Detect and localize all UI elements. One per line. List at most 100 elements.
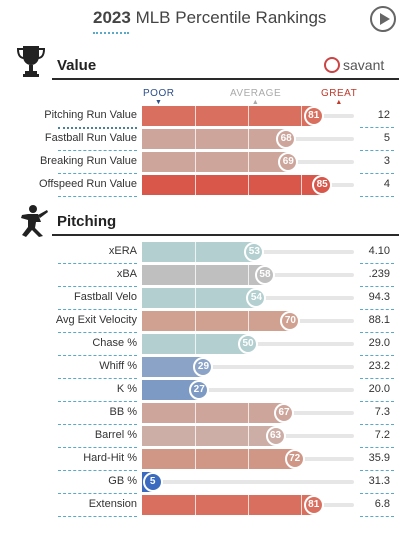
value-divider bbox=[360, 493, 394, 494]
pitching-section-header: Pitching bbox=[0, 200, 411, 240]
quartile-divider bbox=[195, 426, 196, 446]
percentile-bar bbox=[142, 449, 295, 469]
percentile-marker[interactable]: 68 bbox=[276, 129, 297, 149]
row-divider bbox=[58, 470, 137, 471]
quartile-divider bbox=[195, 106, 196, 126]
percentile-marker[interactable]: 54 bbox=[246, 288, 267, 308]
percentile-marker[interactable]: 81 bbox=[303, 495, 324, 515]
percentile-marker[interactable]: 50 bbox=[238, 334, 258, 354]
value-section-title: Value bbox=[57, 57, 97, 74]
page-title: 2023 MLB Percentile Rankings bbox=[93, 8, 326, 28]
scale-poor-label: POOR bbox=[143, 88, 175, 99]
percentile-marker[interactable]: 81 bbox=[303, 106, 324, 126]
quartile-divider bbox=[248, 129, 249, 149]
metric-value: 88.1 bbox=[368, 314, 390, 326]
row-divider bbox=[58, 355, 137, 356]
percentile-bar bbox=[142, 152, 289, 172]
metric-value: 29.0 bbox=[368, 337, 390, 349]
percentile-marker[interactable]: 5 bbox=[142, 472, 163, 492]
metric-value: 4 bbox=[383, 178, 390, 190]
quartile-divider bbox=[301, 106, 302, 126]
percentile-bar bbox=[142, 129, 287, 149]
percentile-bar bbox=[142, 403, 285, 423]
quartile-divider bbox=[248, 495, 249, 515]
percentile-marker[interactable]: 53 bbox=[244, 242, 265, 262]
row-divider bbox=[58, 286, 137, 287]
savant-brand[interactable]: savant bbox=[324, 57, 384, 73]
trophy-icon bbox=[16, 44, 46, 83]
value-divider bbox=[360, 424, 394, 425]
savant-text: savant bbox=[343, 57, 385, 73]
metric-label: Pitching Run Value bbox=[44, 109, 137, 121]
row-divider bbox=[58, 309, 137, 310]
header: 2023 MLB Percentile Rankings bbox=[0, 0, 411, 40]
percentile-row: GB % 5 31.3 bbox=[0, 471, 411, 494]
percentile-marker[interactable]: 72 bbox=[284, 449, 305, 469]
value-divider bbox=[360, 401, 394, 402]
percentile-row: BB % 67 7.3 bbox=[0, 402, 411, 425]
metric-value: 4.10 bbox=[368, 245, 390, 257]
value-divider bbox=[360, 447, 394, 448]
percentile-bar bbox=[142, 311, 291, 331]
metric-label: Fastball Velo bbox=[74, 291, 137, 303]
row-divider bbox=[58, 447, 137, 448]
percentile-marker[interactable]: 85 bbox=[312, 175, 333, 195]
quartile-divider bbox=[248, 106, 249, 126]
quartile-divider bbox=[248, 311, 249, 331]
percentile-bar bbox=[142, 495, 314, 515]
row-divider bbox=[58, 493, 137, 494]
value-divider bbox=[360, 309, 394, 310]
percentile-bar bbox=[142, 175, 323, 195]
row-divider bbox=[58, 332, 137, 333]
pitcher-icon bbox=[16, 204, 50, 243]
row-divider bbox=[58, 127, 137, 129]
value-divider bbox=[360, 470, 394, 471]
scale-poor: POOR ▼ bbox=[143, 88, 174, 106]
quartile-divider bbox=[248, 152, 249, 172]
play-icon[interactable] bbox=[370, 6, 396, 32]
quartile-divider bbox=[195, 152, 196, 172]
row-divider bbox=[58, 173, 137, 174]
percentile-marker[interactable]: 70 bbox=[280, 311, 301, 331]
value-divider bbox=[360, 286, 394, 287]
percentile-marker[interactable]: 27 bbox=[189, 380, 210, 400]
percentile-marker[interactable]: 29 bbox=[193, 357, 214, 377]
metric-value: 12 bbox=[377, 109, 390, 121]
percentile-marker[interactable]: 69 bbox=[278, 152, 299, 172]
percentile-track bbox=[142, 480, 354, 484]
metric-value: .239 bbox=[368, 268, 390, 280]
metric-label: Offspeed Run Value bbox=[38, 178, 137, 190]
metric-value: 31.3 bbox=[368, 475, 390, 487]
quartile-divider bbox=[195, 334, 196, 354]
metric-label: Extension bbox=[88, 498, 137, 510]
metric-label: Breaking Run Value bbox=[39, 155, 137, 167]
row-divider bbox=[58, 150, 137, 151]
percentile-marker[interactable]: 63 bbox=[265, 426, 286, 446]
row-divider bbox=[58, 516, 137, 517]
metric-label: Hard-Hit % bbox=[83, 452, 137, 464]
percentile-marker[interactable]: 58 bbox=[254, 265, 275, 285]
scale-great-label: GREAT bbox=[321, 88, 358, 99]
quartile-divider bbox=[301, 175, 302, 195]
metric-value: 6.8 bbox=[374, 498, 390, 510]
percentile-row: K % 27 20.0 bbox=[0, 379, 411, 402]
value-divider bbox=[360, 355, 394, 356]
metric-value: 94.3 bbox=[368, 291, 390, 303]
poor-marker-icon: ▼ bbox=[155, 99, 163, 106]
percentile-bar bbox=[142, 380, 200, 400]
quartile-divider bbox=[195, 242, 196, 262]
metric-label: Chase % bbox=[92, 337, 137, 349]
percentile-marker[interactable]: 67 bbox=[274, 403, 295, 423]
average-marker-icon: ▲ bbox=[251, 99, 260, 106]
percentile-row: Offspeed Run Value 85 4 bbox=[0, 174, 411, 197]
percentile-row: Breaking Run Value 69 3 bbox=[0, 151, 411, 174]
percentile-bar bbox=[142, 334, 248, 354]
metric-value: 7.3 bbox=[374, 406, 390, 418]
percentile-bar bbox=[142, 265, 265, 285]
percentile-row: xBA 58 .239 bbox=[0, 264, 411, 287]
title-year: 2023 bbox=[93, 8, 131, 27]
section-divider bbox=[52, 234, 399, 236]
quartile-divider bbox=[248, 449, 249, 469]
row-divider bbox=[58, 378, 137, 379]
row-divider bbox=[58, 424, 137, 425]
